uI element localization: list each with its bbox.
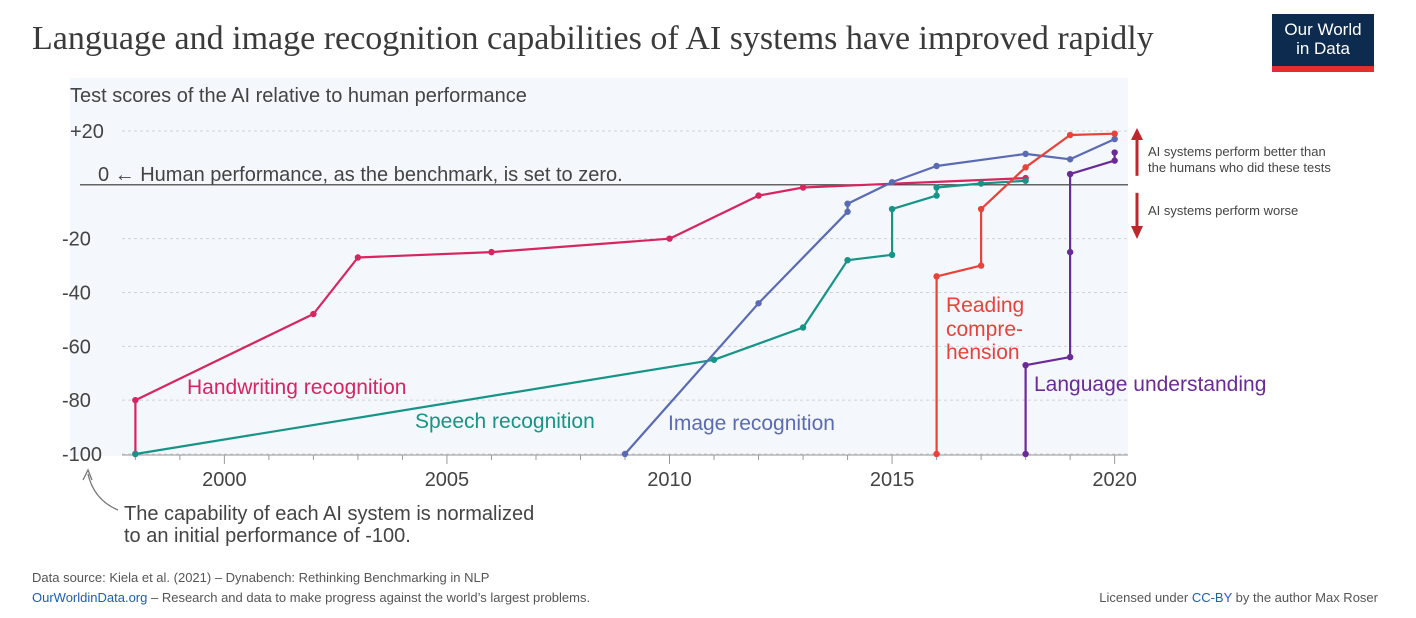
y-tick-label: -20 [62,229,91,251]
data-point-language [1111,149,1118,156]
data-point-image [621,450,629,458]
normalization-note-line-2: to an initial performance of -100. [124,525,411,547]
data-point-image [844,200,851,207]
data-point-speech [132,450,139,458]
y-tick-label: -40 [62,283,91,305]
data-point-handwriting [755,192,762,199]
data-point-image [1022,150,1029,158]
data-point-handwriting [488,248,495,256]
logo-line-1: Our World [1284,20,1362,39]
license-line: Licensed under CC-BY by the author Max R… [1099,590,1378,605]
y-tick-label: -60 [62,336,91,358]
data-point-speech [933,184,940,191]
y-axis-label: Test scores of the AI relative to human … [70,85,527,107]
data-point-language [1022,361,1029,369]
data-point-speech [888,251,896,259]
data-point-speech [844,257,851,264]
license-suffix: by the author Max Roser [1232,590,1378,605]
data-point-speech [710,356,718,363]
series-label-reading: compre- [946,318,1023,341]
data-point-speech [799,324,807,331]
data-point-reading [977,205,985,213]
data-point-language [1066,248,1074,256]
better-arrow-head [1131,128,1143,140]
x-tick-label: 2005 [425,469,470,491]
data-point-handwriting [666,235,673,242]
note-arrow [87,473,119,511]
data-point-language [1022,450,1029,458]
logo-line-2: in Data [1296,39,1350,58]
plot-background [70,78,1128,456]
y-tick-label: -80 [62,390,91,412]
data-point-reading [933,273,940,280]
data-point-handwriting [799,184,807,191]
data-point-handwriting [354,254,362,261]
normalization-note-line-1: The capability of each AI system is norm… [124,503,535,525]
series-label-language: Language understanding [1034,373,1266,396]
data-point-language [1066,353,1074,361]
data-point-reading [1022,164,1029,171]
data-point-language [1066,170,1074,178]
series-label-image: Image recognition [668,412,835,435]
data-point-image [933,162,940,170]
x-tick-label: 2010 [647,469,692,491]
x-tick-label: 2000 [202,469,247,491]
data-point-reading [933,450,940,458]
site-line: OurWorldinData.org – Research and data t… [32,590,590,605]
data-point-speech [933,192,940,199]
normalization-note: The capability of each AI system is norm… [124,503,534,547]
better-annotation-line-1: AI systems perform better than [1148,144,1326,159]
license-link[interactable]: CC-BY [1191,590,1233,605]
data-point-image [844,208,851,215]
series-label-handwriting: Handwriting recognition [187,376,406,399]
worse-annotation: AI systems perform worse [1148,203,1298,218]
note-arrow-head [82,468,93,481]
y-tick-label: +20 [70,121,104,143]
data-point-reading [977,262,985,269]
series-label-speech: Speech recognition [415,410,595,433]
series-line-speech [135,179,1026,456]
data-point-speech [1022,177,1029,184]
series-label-reading: Reading [946,294,1024,317]
data-point-language [1111,157,1118,164]
worse-arrow-head [1131,226,1143,239]
y-tick-label: -100 [62,444,102,466]
data-point-reading [1111,130,1118,137]
data-point-handwriting [132,396,139,404]
data-point-speech [888,205,896,213]
data-point-image [1066,156,1074,163]
data-point-reading [1066,131,1074,139]
owid-logo[interactable]: Our World in Data [1272,14,1374,72]
license-prefix: Licensed under [1099,590,1192,605]
x-tick-label: 2015 [870,469,915,491]
x-tick-label: 2020 [1092,469,1137,491]
site-tagline: – Research and data to make progress aga… [147,590,591,605]
data-point-image [888,178,896,186]
site-link[interactable]: OurWorldinData.org [32,590,148,605]
series-label-reading: hension [946,341,1020,364]
data-point-image [1111,135,1118,143]
chart-title: Language and image recognition capabilit… [32,20,1154,57]
data-source: Data source: Kiela et al. (2021) – Dynab… [32,570,490,585]
data-point-handwriting [310,310,317,318]
data-point-speech [977,180,985,187]
data-point-image [755,300,762,307]
zero-annotation: 0 ← Human performance, as the benchmark,… [98,164,623,186]
better-annotation-line-2: the humans who did these tests [1148,160,1331,175]
